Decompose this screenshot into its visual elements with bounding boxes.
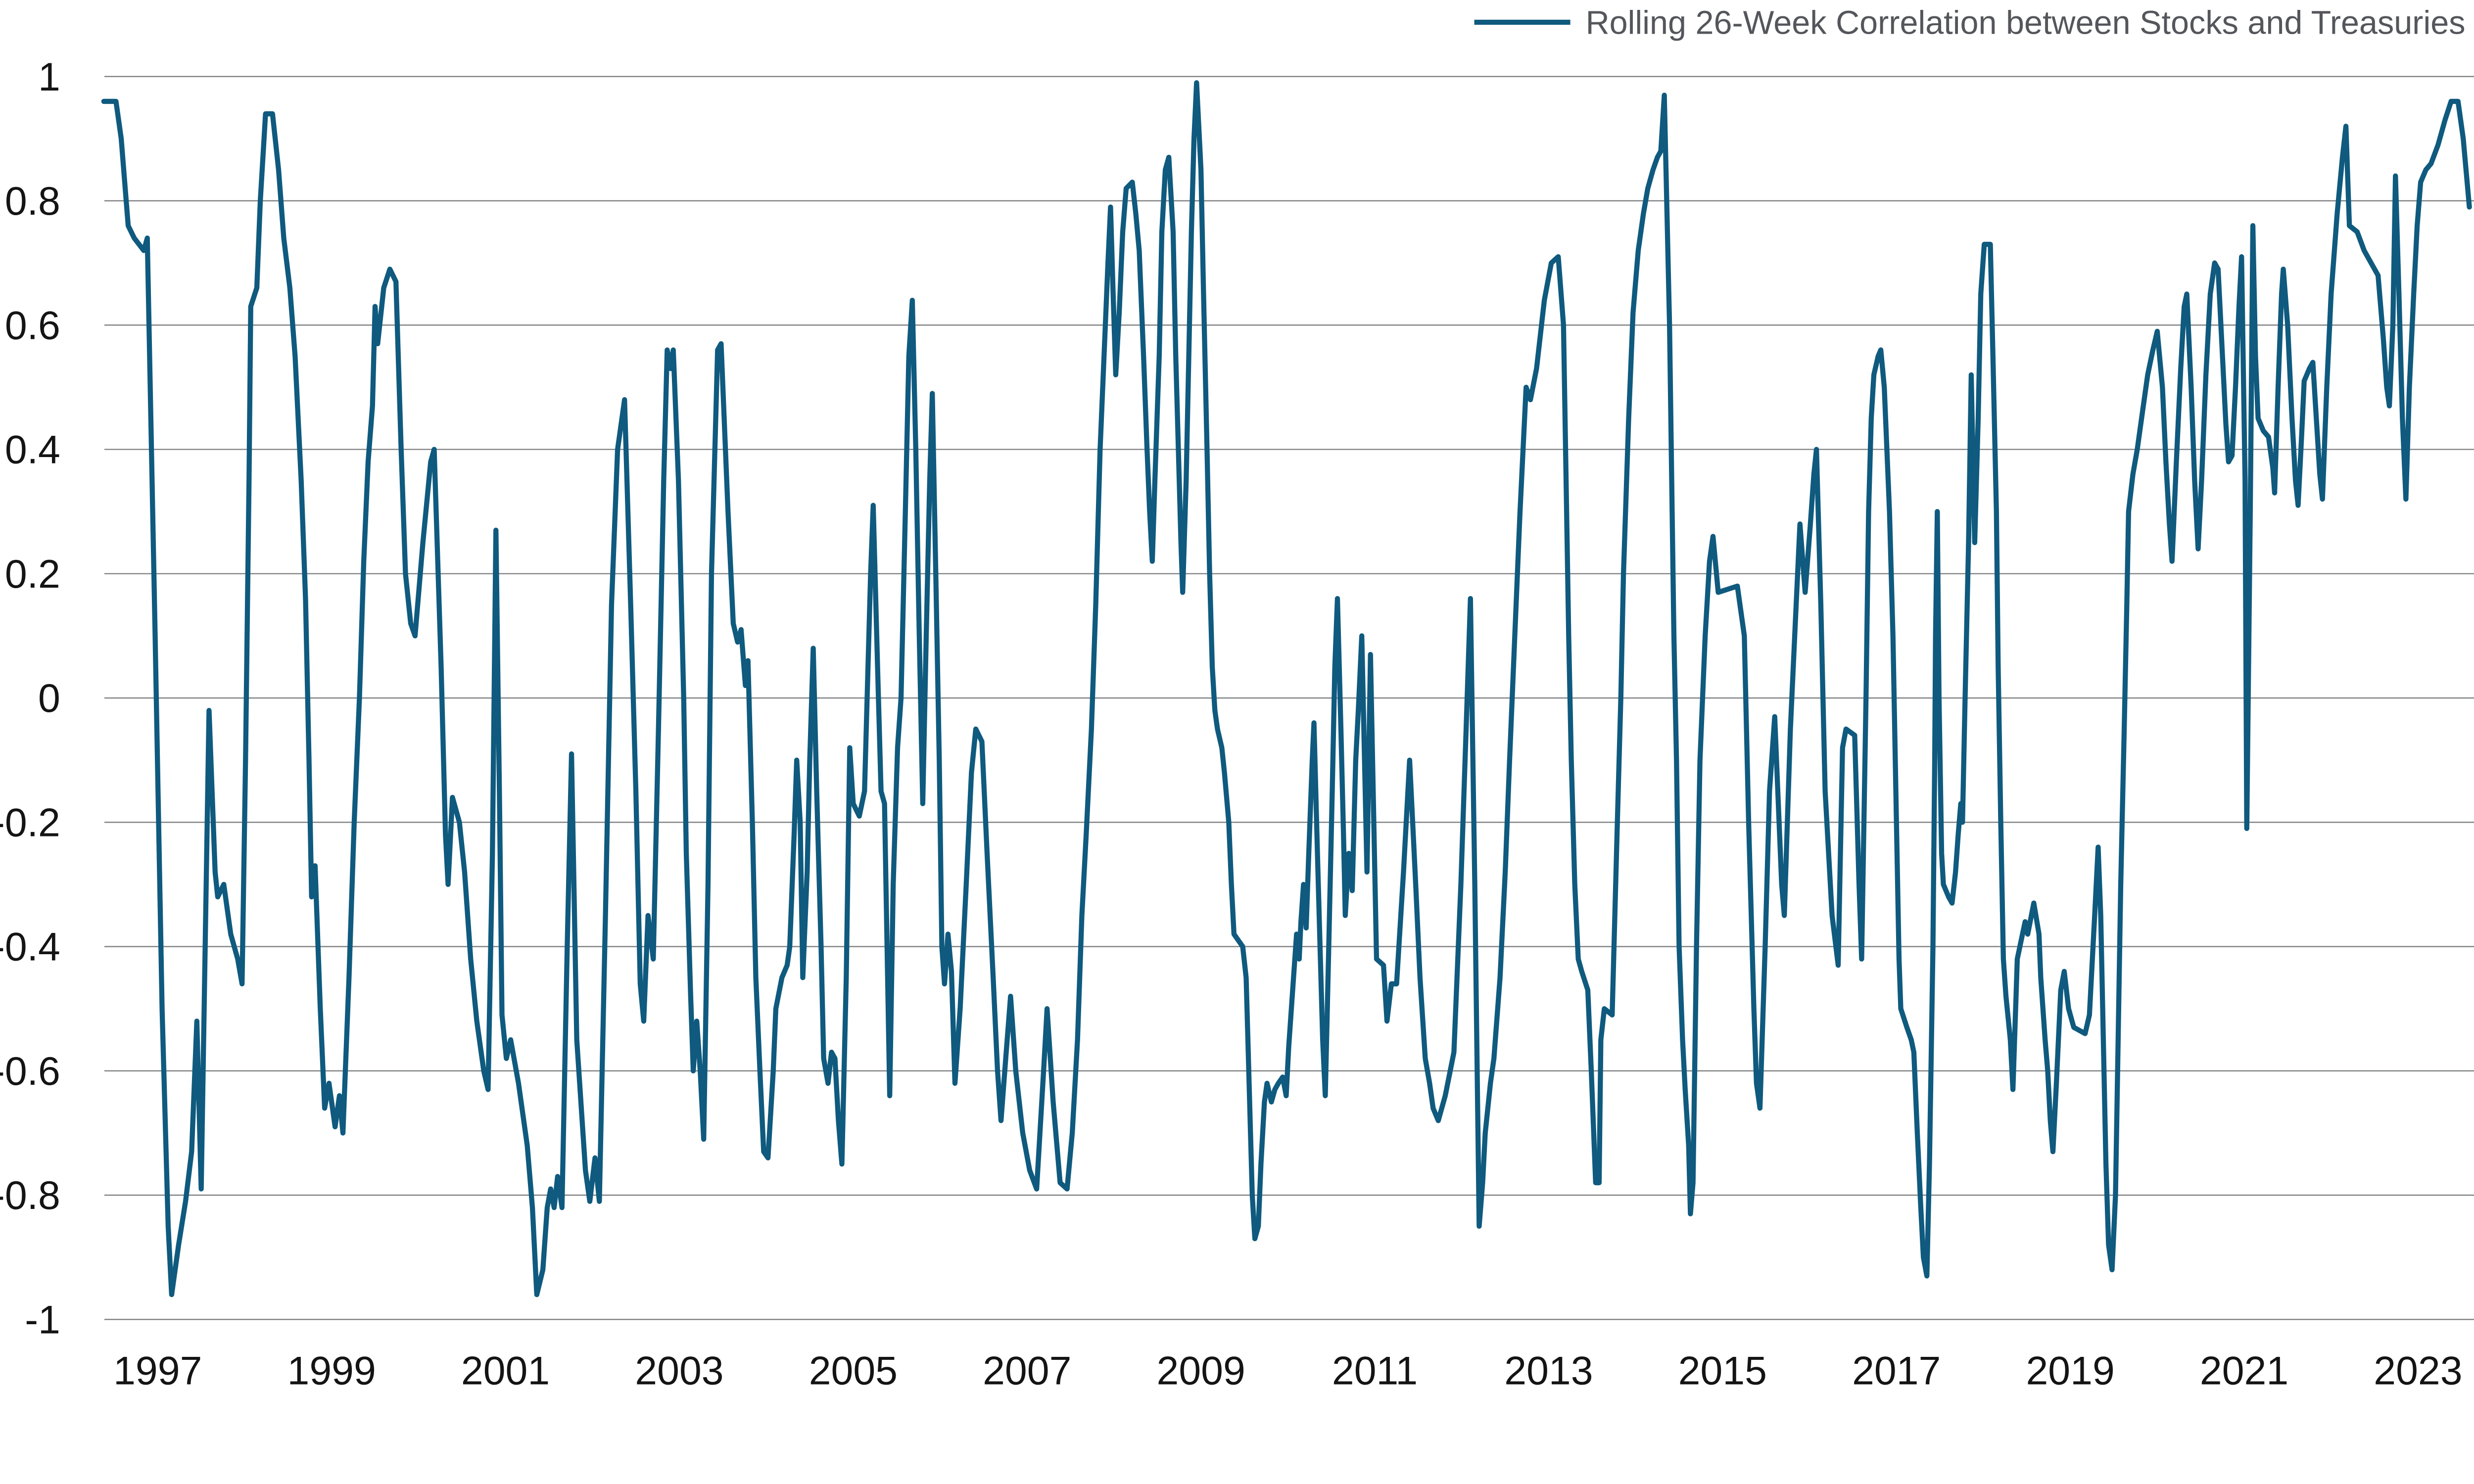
y-tick-label: 0.2 [5, 552, 60, 597]
x-tick-label: 2009 [1156, 1349, 1245, 1391]
x-tick-label: 2015 [1678, 1349, 1767, 1391]
x-tick-label: 2021 [2200, 1349, 2288, 1391]
x-tick-label: 2019 [2026, 1349, 2114, 1391]
x-tick-label: 1999 [287, 1349, 376, 1391]
chart-canvas: 10.80.60.40.20-0.2-0.4-0.6-0.8-1 1997199… [0, 4, 2474, 1391]
legend: Rolling 26-Week Correlation between Stoc… [1474, 4, 2466, 41]
x-tick-label: 2001 [461, 1349, 550, 1391]
y-tick-label: 0 [38, 676, 60, 721]
x-tick-label: 2003 [635, 1349, 723, 1391]
x-tick-label: 2007 [983, 1349, 1071, 1391]
y-tick-label: 1 [38, 55, 60, 99]
x-axis-labels: 1997 1999 2001 2003 2005 2007 2009 2011 2013 2015… [113, 1349, 2462, 1391]
y-tick-label: -0.6 [0, 1049, 60, 1094]
correlation-line-series [101, 80, 2472, 1298]
y-tick-label: 0.4 [5, 428, 60, 472]
x-tick-label: 2005 [809, 1349, 898, 1391]
y-tick-label: -0.8 [0, 1173, 60, 1218]
legend-label: Rolling 26-Week Correlation between Stoc… [1586, 4, 2466, 41]
y-tick-label: 0.8 [5, 179, 60, 224]
y-tick-label: -0.4 [0, 925, 60, 970]
x-tick-label: 2017 [1852, 1349, 1941, 1391]
y-axis-labels: 1 0.8 0.6 0.4 0.2 0 -0.2 -0.4 -0.6 -0.8 -1 [0, 55, 60, 1343]
x-tick-label: 2013 [1504, 1349, 1593, 1391]
x-tick-label: 1997 [113, 1349, 202, 1391]
x-tick-label: 2023 [2374, 1349, 2462, 1391]
correlation-chart: 10.80.60.40.20-0.2-0.4-0.6-0.8-1 1997199… [0, 4, 2474, 1391]
x-tick-label: 2011 [1332, 1349, 1418, 1391]
y-tick-label: -0.2 [0, 800, 60, 845]
y-tick-label: -1 [25, 1298, 60, 1342]
y-tick-label: 0.6 [5, 303, 60, 348]
